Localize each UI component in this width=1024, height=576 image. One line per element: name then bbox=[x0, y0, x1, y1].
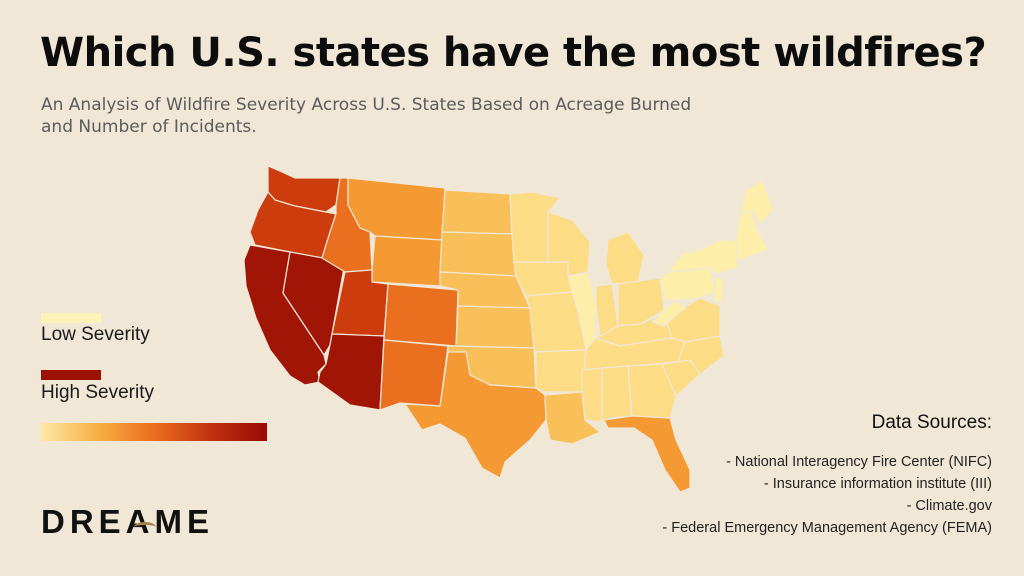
state-CO[interactable] bbox=[383, 283, 459, 347]
state-OH[interactable] bbox=[617, 277, 665, 327]
severity-gradient-bar bbox=[41, 423, 267, 441]
legend-high-swatch bbox=[41, 370, 101, 380]
state-MS[interactable] bbox=[581, 367, 603, 423]
state-GA[interactable] bbox=[627, 363, 677, 419]
state-PA[interactable] bbox=[659, 267, 717, 301]
sources-list: - National Interagency Fire Center (NIFC… bbox=[662, 451, 992, 539]
state-NM[interactable] bbox=[379, 339, 449, 411]
state-MI[interactable] bbox=[605, 231, 645, 285]
state-WY[interactable] bbox=[371, 235, 443, 287]
state-WV[interactable] bbox=[651, 299, 687, 327]
page-subtitle: An Analysis of Wildfire Severity Across … bbox=[41, 95, 692, 137]
state-NJ[interactable] bbox=[713, 275, 725, 303]
state-NY[interactable] bbox=[667, 239, 739, 275]
state-KS[interactable] bbox=[455, 305, 535, 349]
source-item: - Climate.gov bbox=[906, 498, 992, 514]
state-ME[interactable] bbox=[739, 179, 775, 225]
sources-heading: Data Sources: bbox=[871, 412, 992, 433]
legend-low-swatch bbox=[41, 313, 101, 323]
state-TX[interactable] bbox=[404, 351, 547, 479]
state-AR[interactable] bbox=[535, 349, 587, 393]
source-item: - Federal Emergency Management Agency (F… bbox=[662, 520, 992, 536]
source-item: - Insurance information institute (III) bbox=[763, 476, 992, 492]
brand-logo: DREAME bbox=[41, 503, 215, 540]
state-SD[interactable] bbox=[439, 231, 517, 277]
source-item: - National Interagency Fire Center (NIFC… bbox=[726, 454, 992, 470]
logo-accent-mark bbox=[134, 522, 156, 532]
state-ND[interactable] bbox=[441, 189, 513, 235]
state-FL[interactable] bbox=[603, 415, 691, 493]
state-AL[interactable] bbox=[601, 365, 633, 423]
legend-high-label: High Severity bbox=[41, 382, 154, 403]
page-title: Which U.S. states have the most wildfire… bbox=[40, 30, 987, 76]
legend-low-label: Low Severity bbox=[41, 324, 150, 345]
